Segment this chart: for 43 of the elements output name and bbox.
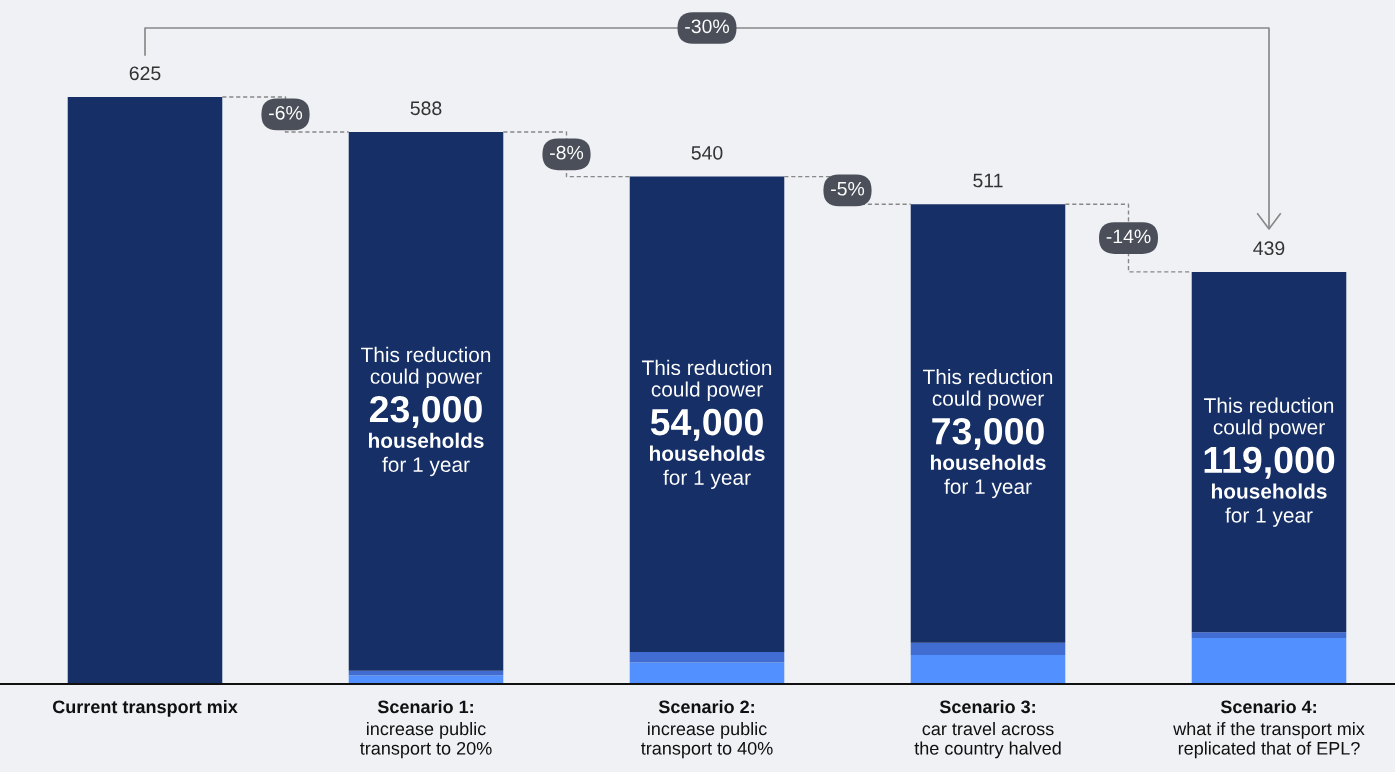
bar — [910, 654, 1066, 684]
bar — [629, 652, 785, 663]
annotation: for 1 year — [382, 456, 470, 477]
annotation: This reduction could power — [642, 359, 772, 401]
x-tick-label: Current transport mix — [52, 700, 238, 717]
bar — [348, 670, 504, 676]
annotation: for 1 year — [663, 469, 751, 490]
annotation: for 1 year — [944, 478, 1032, 499]
annotation: 73,000 — [932, 417, 1044, 450]
annotation: -6% — [269, 105, 303, 120]
x-tick-label: Scenario 4: what if the transport mix replicated that of EPL? — [1173, 700, 1365, 759]
annotation: 511 — [973, 173, 1003, 188]
x-tick-label: Scenario 1: increase public transport to 20% — [360, 700, 492, 759]
annotation: 119,000 — [1204, 446, 1335, 479]
bar — [910, 204, 1066, 643]
annotation: This reduction could power — [1204, 397, 1334, 439]
bar — [910, 642, 1066, 655]
bar — [1191, 271, 1347, 633]
annotation: 588 — [410, 101, 442, 116]
bar — [1191, 637, 1347, 684]
annotation: households — [650, 445, 765, 461]
annotation: 54,000 — [650, 408, 763, 441]
annotation: households — [1212, 483, 1327, 499]
annotation: -5% — [831, 181, 865, 196]
annotation: 439 — [1253, 241, 1285, 256]
annotation: households — [931, 454, 1046, 471]
annotation: This reduction could power — [923, 368, 1053, 410]
text: 625 — [129, 66, 161, 81]
annotation: -8% — [550, 145, 584, 160]
annotation: households — [369, 432, 484, 449]
bar — [629, 176, 785, 653]
bar — [348, 131, 504, 671]
annotation: 23,000 — [369, 395, 482, 428]
text: -30% — [685, 19, 730, 34]
bar — [629, 662, 785, 684]
annotation: This reduction could power — [361, 346, 491, 388]
annotation: -14% — [1106, 229, 1151, 244]
annotation: for 1 year — [1225, 507, 1313, 527]
annotation: 540 — [691, 145, 723, 160]
bar — [67, 97, 223, 684]
bar — [1191, 632, 1347, 638]
x-tick-label: Scenario 2: increase public transport to 40% — [641, 700, 773, 759]
x-tick-label: Scenario 3: car travel across the country halved — [914, 700, 1061, 759]
